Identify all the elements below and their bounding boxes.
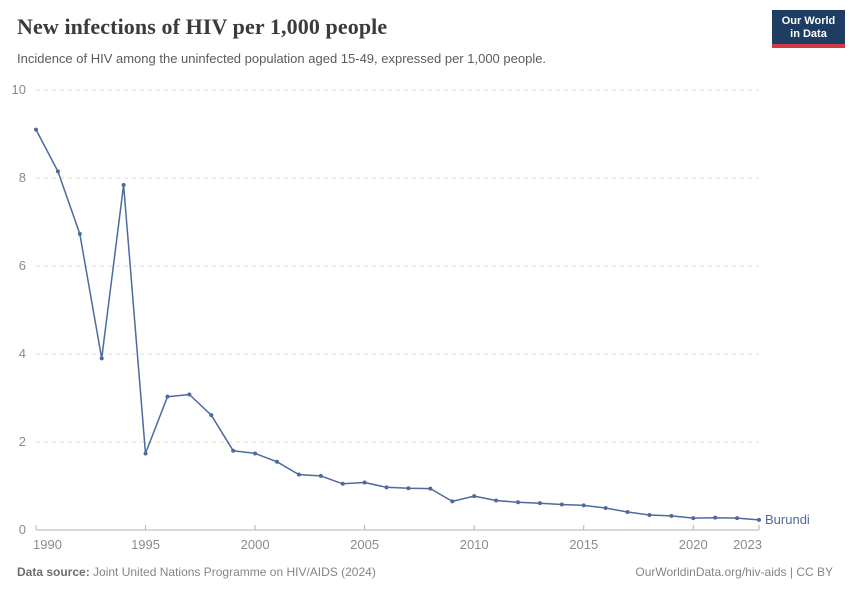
chart-footer: Data source: Joint United Nations Progra…	[0, 565, 850, 579]
data-point[interactable]	[669, 513, 674, 518]
y-tick-label: 0	[19, 522, 26, 537]
data-point[interactable]	[713, 515, 718, 520]
data-point[interactable]	[537, 501, 542, 506]
data-point[interactable]	[406, 486, 411, 491]
y-tick-label: 2	[19, 434, 26, 449]
data-point[interactable]	[625, 509, 630, 514]
data-point[interactable]	[77, 231, 82, 236]
data-point[interactable]	[318, 473, 323, 478]
chart-subtitle: Incidence of HIV among the uninfected po…	[17, 51, 547, 66]
gridlines	[36, 89, 759, 443]
entity-label: Burundi	[765, 512, 810, 527]
x-tick-label: 2023	[733, 537, 762, 552]
data-point[interactable]	[362, 480, 367, 485]
data-point[interactable]	[187, 392, 192, 397]
data-point[interactable]	[55, 169, 60, 174]
data-point[interactable]	[647, 513, 652, 518]
data-point[interactable]	[735, 516, 740, 521]
license-link[interactable]: OurWorldinData.org/hiv-aids | CC BY	[635, 565, 833, 579]
data-point[interactable]	[450, 499, 455, 504]
logo-text-line2: in Data	[790, 28, 827, 40]
y-axis-labels: 0 2 4 6 8 10	[12, 82, 26, 537]
data-point[interactable]	[757, 517, 761, 522]
logo-text-line1: Our World	[781, 15, 836, 27]
x-tick-label: 2015	[569, 537, 598, 552]
data-series[interactable]	[34, 127, 761, 522]
x-tick-label: 2020	[679, 537, 708, 552]
data-point[interactable]	[209, 413, 214, 418]
data-point[interactable]	[472, 494, 477, 499]
x-axis-labels: 1990 1995 2000 2005 2010 2015 2020 2023	[33, 537, 762, 552]
data-point[interactable]	[231, 448, 236, 453]
data-point[interactable]	[559, 502, 564, 507]
x-tick-label: 2000	[241, 537, 270, 552]
data-point[interactable]	[603, 506, 608, 510]
data-point[interactable]	[494, 498, 499, 503]
trend-line[interactable]	[35, 128, 760, 521]
data-point[interactable]	[143, 451, 148, 456]
x-axis	[35, 525, 760, 531]
chart-title: New infections of HIV per 1,000 people	[17, 14, 388, 39]
y-tick-label: 4	[19, 346, 26, 361]
data-point[interactable]	[253, 451, 258, 456]
data-point[interactable]	[165, 394, 170, 399]
data-source-note: Data source: Joint United Nations Progra…	[17, 565, 376, 579]
y-tick-label: 8	[19, 170, 26, 185]
data-point[interactable]	[691, 516, 696, 521]
entity-labels: Burundi	[765, 512, 810, 527]
data-point[interactable]	[296, 472, 301, 477]
data-point[interactable]	[99, 356, 104, 361]
data-point[interactable]	[340, 481, 345, 486]
y-tick-label: 10	[12, 82, 26, 97]
data-point[interactable]	[121, 183, 126, 188]
x-tick-label: 1990	[33, 537, 62, 552]
owid-logo[interactable]: Our World in Data	[772, 10, 845, 48]
x-tick-label: 1995	[131, 537, 160, 552]
data-source-label: Data source:	[17, 565, 90, 579]
y-tick-label: 6	[19, 258, 26, 273]
x-tick-label: 2005	[350, 537, 379, 552]
data-point[interactable]	[275, 459, 279, 464]
data-point[interactable]	[384, 485, 389, 490]
data-point[interactable]	[581, 503, 586, 508]
x-tick-label: 2010	[460, 537, 489, 552]
data-source-text: Joint United Nations Programme on HIV/AI…	[89, 565, 376, 579]
data-point[interactable]	[34, 127, 38, 132]
logo-accent-bar	[772, 44, 845, 48]
data-point[interactable]	[428, 486, 433, 491]
data-point[interactable]	[516, 500, 520, 505]
